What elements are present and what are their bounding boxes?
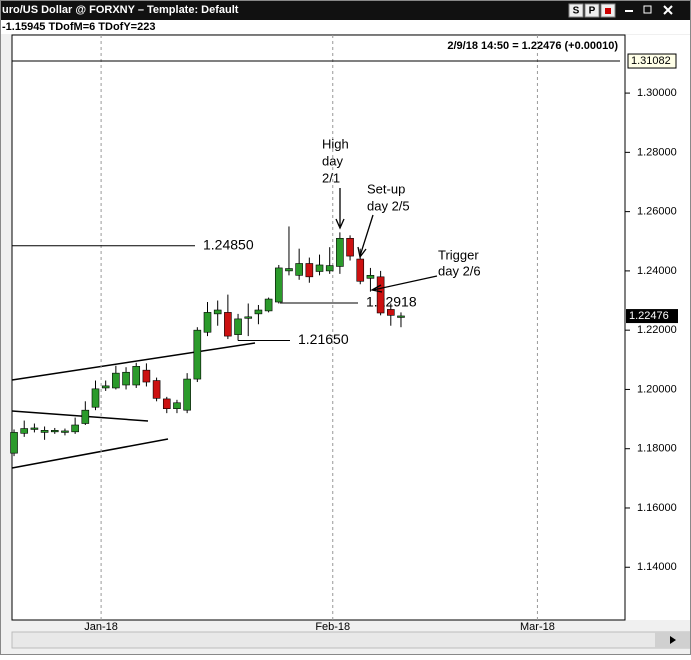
- x-tick-label: Mar-18: [520, 621, 555, 633]
- candle-body: [40, 430, 49, 433]
- y-tick-label: 1.26000: [637, 206, 677, 218]
- trendline: [11, 342, 256, 381]
- x-tick-label: Jan-18: [84, 621, 118, 633]
- candle-body: [173, 402, 181, 410]
- high-line-box: [627, 53, 677, 69]
- candle-body: [285, 268, 293, 272]
- candle-body: [305, 263, 314, 278]
- candle-body: [50, 430, 59, 433]
- annotation-line: day 2/5: [367, 198, 410, 213]
- y-tick-label: 1.20000: [637, 383, 677, 395]
- candle-body: [122, 371, 130, 386]
- candle-body: [386, 309, 395, 316]
- annotation-line: 2/1: [322, 170, 340, 185]
- candle-body: [91, 388, 100, 408]
- y-tick-label: 1.24000: [637, 265, 677, 277]
- candle-body: [295, 263, 303, 276]
- candle-body: [10, 432, 18, 454]
- candle-body: [30, 427, 39, 430]
- last-price-label: 1.22476: [629, 310, 669, 322]
- candle-body: [20, 428, 29, 434]
- candle-body: [274, 267, 283, 303]
- arrow: [357, 214, 374, 259]
- candle-body: [264, 298, 273, 312]
- title-bar: [0, 0, 691, 20]
- window-title: uro/US Dollar @ FORXNY – Template: Defau…: [2, 4, 239, 16]
- s-button-label: S: [573, 6, 580, 17]
- x-tick-label: Feb-18: [315, 621, 350, 633]
- trendline: [11, 410, 149, 422]
- price-readout: 2/9/18 14:50 = 1.22476 (+0.00010): [447, 40, 618, 52]
- level-label: 1.21650: [298, 331, 349, 347]
- plot-area: [11, 34, 626, 621]
- y-tick-label: 1.14000: [637, 561, 677, 573]
- y-tick-label: 1.28000: [637, 146, 677, 158]
- status-bar: [0, 20, 691, 34]
- status-text: -1.15945 TDofM=6 TDofY=223: [2, 21, 155, 33]
- candle-body: [234, 318, 242, 335]
- restore-button[interactable]: [643, 5, 652, 14]
- candle-body: [81, 409, 90, 424]
- high-line-label: 1.31082: [631, 55, 671, 67]
- y-tick-label: 1.16000: [637, 502, 677, 514]
- y-tick-label: 1.30000: [637, 87, 677, 99]
- candle-body: [254, 309, 263, 315]
- candle-body: [183, 378, 191, 411]
- level-label: 1.24850: [203, 236, 254, 252]
- arrow: [370, 275, 438, 293]
- candle-body: [112, 372, 120, 389]
- candle-body: [224, 312, 232, 337]
- candle-body: [336, 237, 344, 267]
- p-button-label: P: [589, 6, 596, 17]
- annotation-line: day: [322, 153, 343, 168]
- candle-body: [162, 398, 171, 410]
- candle-body: [142, 369, 151, 383]
- annotations: High day 2/1 Set-up day 2/5 Trigger day …: [322, 136, 481, 293]
- candle-body: [346, 237, 354, 257]
- candle-body: [244, 316, 253, 319]
- s-button[interactable]: [568, 3, 584, 18]
- y-tick-label: 1.22000: [637, 324, 677, 336]
- candle-body: [315, 264, 324, 272]
- y-tick-label: 1.18000: [637, 443, 677, 455]
- arrow: [335, 188, 345, 230]
- level-label: 1.22918: [366, 294, 417, 310]
- candle-body: [71, 424, 79, 433]
- candle-body: [132, 366, 141, 386]
- trendline: [11, 438, 169, 469]
- candle-body: [397, 315, 405, 318]
- candle-body: [193, 329, 202, 380]
- candle-body: [61, 430, 69, 433]
- candle-body: [152, 380, 161, 399]
- candle-body: [325, 265, 334, 272]
- annotation-line: Set-up: [367, 181, 405, 196]
- annotation-line: day 2/6: [438, 263, 481, 278]
- p-button[interactable]: [584, 3, 600, 18]
- scroll-arrow: [670, 636, 676, 644]
- annotation-line: High: [322, 136, 349, 151]
- last-price-box: [626, 309, 678, 324]
- link-icon: [605, 8, 611, 14]
- close-button[interactable]: [663, 5, 673, 15]
- candle-body: [366, 275, 375, 279]
- scrollbar[interactable]: [11, 631, 691, 649]
- candle-body: [101, 385, 110, 389]
- price-axis: [625, 35, 691, 620]
- candle-body: [213, 309, 222, 315]
- candle-body: [356, 258, 365, 282]
- candle-body: [203, 312, 212, 333]
- candle-body: [376, 276, 385, 314]
- annotation-line: Trigger: [438, 247, 479, 262]
